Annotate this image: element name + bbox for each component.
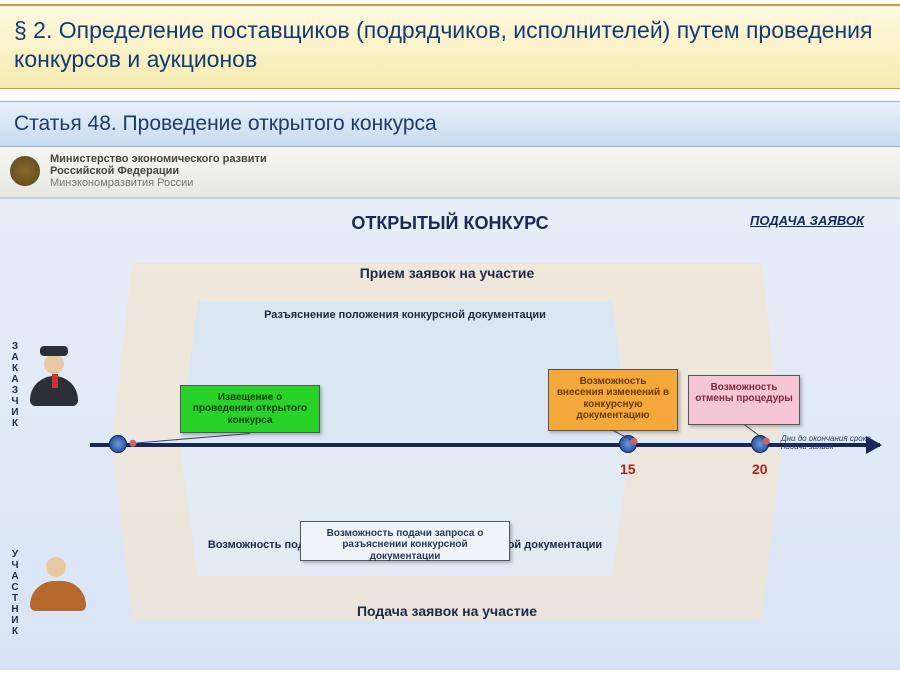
ministry-bar: Министерство экономического развити Росс… [0, 147, 900, 198]
callout-changes: Возможность внесения изменений в конкурс… [548, 369, 678, 431]
role-participant-label: УЧАСТНИК [6, 549, 24, 637]
label-top-outer: Прием заявок на участие [112, 265, 782, 281]
section-title: § 2. Определение поставщиков (подрядчико… [0, 4, 900, 89]
timeline-node [109, 435, 127, 453]
ministry-line3: Минэкономразвития России [50, 177, 193, 189]
ministry-line2: Российской Федерации [50, 165, 267, 177]
diagram-area: ОТКРЫТЫЙ КОНКУРС ПОДАЧА ЗАЯВОК ЗАКАЗЧИК … [0, 198, 900, 670]
submit-applications-link[interactable]: ПОДАЧА ЗАЯВОК [750, 213, 864, 228]
box-request-clarification: Возможность подачи запроса о разъяснении… [300, 521, 510, 561]
label-top-inner: Разъяснение положения конкурсной докумен… [180, 309, 630, 321]
customer-icon [30, 354, 78, 406]
ministry-text: Министерство экономического развити Росс… [50, 153, 267, 189]
axis-caption: Дни до окончания срока подачи заявок [781, 435, 896, 453]
callout-cancel: Возможность отмены процедуры [688, 375, 800, 425]
role-customer-label: ЗАКАЗЧИК [6, 341, 24, 429]
participant-icon [30, 557, 86, 611]
article-subtitle: Статья 48. Проведение открытого конкурса [0, 101, 900, 147]
callout-notice: Извещение о проведении открытого конкурс… [180, 385, 320, 433]
ministry-line1: Министерство экономического развити [50, 153, 267, 165]
emblem-icon [10, 156, 40, 186]
tick-label: 15 [620, 461, 636, 477]
tick-label: 20 [752, 461, 768, 477]
label-bottom-outer: Подача заявок на участие [112, 603, 782, 619]
